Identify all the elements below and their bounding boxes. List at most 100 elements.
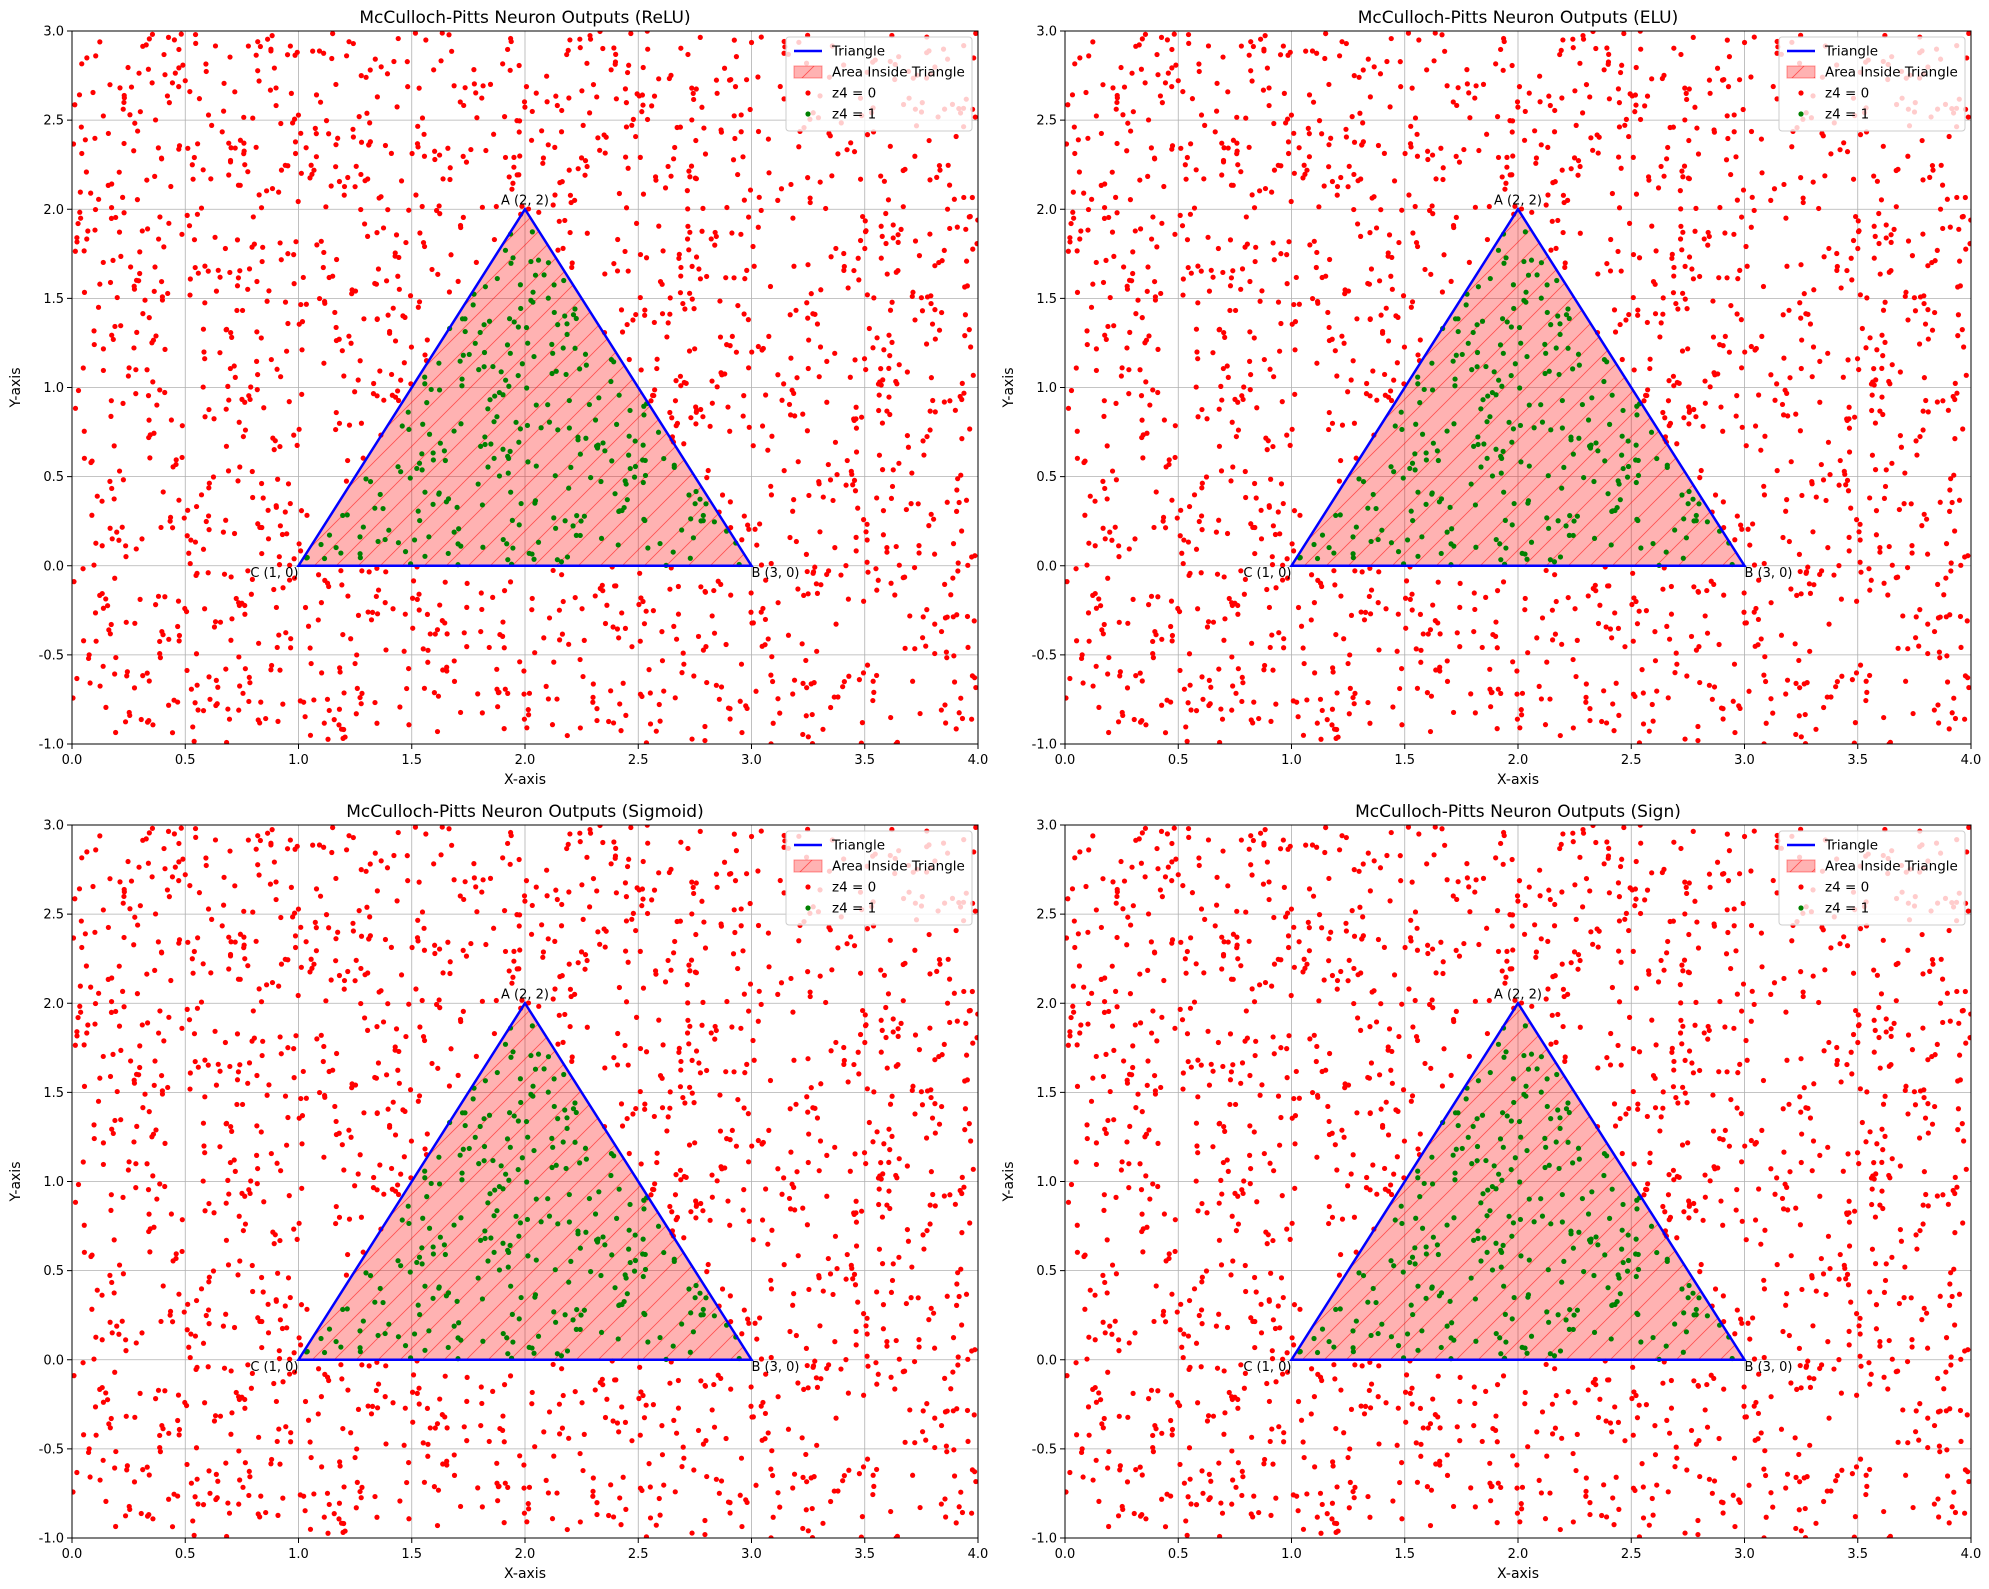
point-z4-1 [545, 295, 551, 301]
point-z4-0 [746, 424, 752, 430]
point-z4-0 [1070, 189, 1076, 195]
point-z4-0 [231, 363, 237, 369]
point-z4-0 [1636, 740, 1643, 744]
point-z4-0 [581, 637, 587, 643]
point-z4-0 [1817, 571, 1823, 578]
point-z4-1 [1526, 463, 1532, 469]
point-z4-0 [890, 467, 896, 473]
point-z4-0 [779, 397, 785, 403]
point-z4-0 [111, 1237, 117, 1243]
point-z4-0 [271, 447, 277, 453]
point-z4-0 [544, 893, 550, 899]
point-z4-1 [1559, 397, 1565, 404]
point-z4-0 [83, 169, 89, 175]
point-z4-0 [812, 311, 818, 317]
point-z4-1 [487, 397, 493, 403]
point-z4-0 [250, 1008, 256, 1014]
point-z4-0 [1965, 114, 1971, 120]
point-z4-0 [464, 580, 470, 587]
point-z4-0 [1724, 275, 1730, 281]
point-z4-0 [126, 365, 132, 371]
point-z4-1 [1605, 491, 1611, 497]
point-z4-1 [1570, 366, 1576, 372]
point-z4-0 [1377, 71, 1384, 77]
point-z4-0 [1592, 582, 1598, 588]
point-z4-0 [1266, 503, 1272, 509]
point-z4-0 [1199, 406, 1205, 413]
point-z4-0 [1688, 633, 1695, 640]
point-z4-0 [398, 178, 405, 184]
point-z4-1 [1570, 532, 1576, 539]
point-z4-1 [1650, 540, 1656, 547]
point-z4-0 [1471, 590, 1477, 596]
point-z4-0 [1085, 227, 1091, 233]
point-z4-0 [329, 849, 335, 856]
point-z4-0 [1683, 90, 1689, 96]
point-z4-0 [618, 307, 625, 313]
point-z4-0 [121, 210, 127, 216]
point-z4-0 [1855, 245, 1861, 252]
point-z4-0 [235, 275, 242, 281]
point-z4-0 [339, 348, 345, 354]
point-z4-0 [140, 673, 146, 679]
point-z4-0 [1395, 611, 1401, 617]
point-z4-0 [1545, 144, 1551, 150]
point-z4-0 [286, 399, 292, 405]
point-z4-1 [1326, 544, 1332, 551]
point-z4-0 [1856, 529, 1862, 535]
point-z4-1 [1423, 450, 1429, 456]
point-z4-0 [695, 633, 702, 640]
point-z4-0 [781, 890, 787, 896]
point-z4-0 [268, 356, 274, 363]
point-z4-0 [577, 45, 583, 51]
point-z4-0 [422, 1146, 428, 1152]
point-z4-0 [1278, 251, 1284, 257]
point-z4-1 [502, 1041, 509, 1047]
point-z4-1 [517, 282, 524, 288]
point-z4-0 [1345, 389, 1351, 395]
point-z4-0 [1306, 154, 1312, 160]
point-z4-0 [1397, 685, 1403, 692]
point-z4-0 [768, 1535, 774, 1538]
point-z4-0 [692, 175, 698, 181]
point-z4-0 [741, 393, 747, 399]
point-z4-1 [405, 409, 411, 415]
point-z4-0 [301, 699, 307, 705]
point-z4-0 [76, 886, 83, 892]
point-z4-0 [781, 38, 787, 45]
point-z4-1 [1373, 505, 1379, 512]
point-z4-0 [235, 182, 242, 188]
point-z4-0 [1073, 638, 1080, 644]
point-z4-0 [1266, 604, 1273, 611]
point-z4-1 [586, 401, 592, 408]
point-z4-0 [1552, 631, 1559, 637]
point-z4-0 [1468, 691, 1474, 697]
point-z4-0 [486, 644, 492, 651]
point-z4-0 [1545, 192, 1551, 198]
point-z4-0 [677, 1084, 684, 1090]
point-z4-0 [74, 675, 80, 682]
point-z4-0 [943, 1514, 949, 1520]
point-z4-1 [528, 297, 534, 303]
point-z4-0 [937, 167, 943, 173]
point-z4-0 [932, 409, 938, 415]
point-z4-0 [818, 1376, 824, 1382]
point-z4-0 [814, 648, 820, 654]
point-z4-0 [1453, 153, 1459, 159]
point-z4-1 [532, 272, 539, 278]
point-z4-0 [572, 197, 578, 203]
point-z4-1 [595, 442, 601, 448]
point-z4-0 [475, 1485, 481, 1491]
point-z4-0 [580, 673, 586, 680]
point-z4-1 [445, 496, 452, 502]
point-z4-0 [479, 606, 485, 613]
point-z4-0 [932, 1203, 938, 1209]
point-z4-0 [1649, 76, 1655, 82]
point-z4-0 [1212, 129, 1218, 135]
point-z4-0 [1342, 291, 1348, 297]
point-z4-1 [1311, 541, 1317, 548]
point-z4-0 [637, 638, 643, 644]
point-z4-0 [1509, 118, 1516, 124]
y-tick-label: 1.5 [43, 292, 64, 307]
point-z4-0 [203, 68, 209, 75]
